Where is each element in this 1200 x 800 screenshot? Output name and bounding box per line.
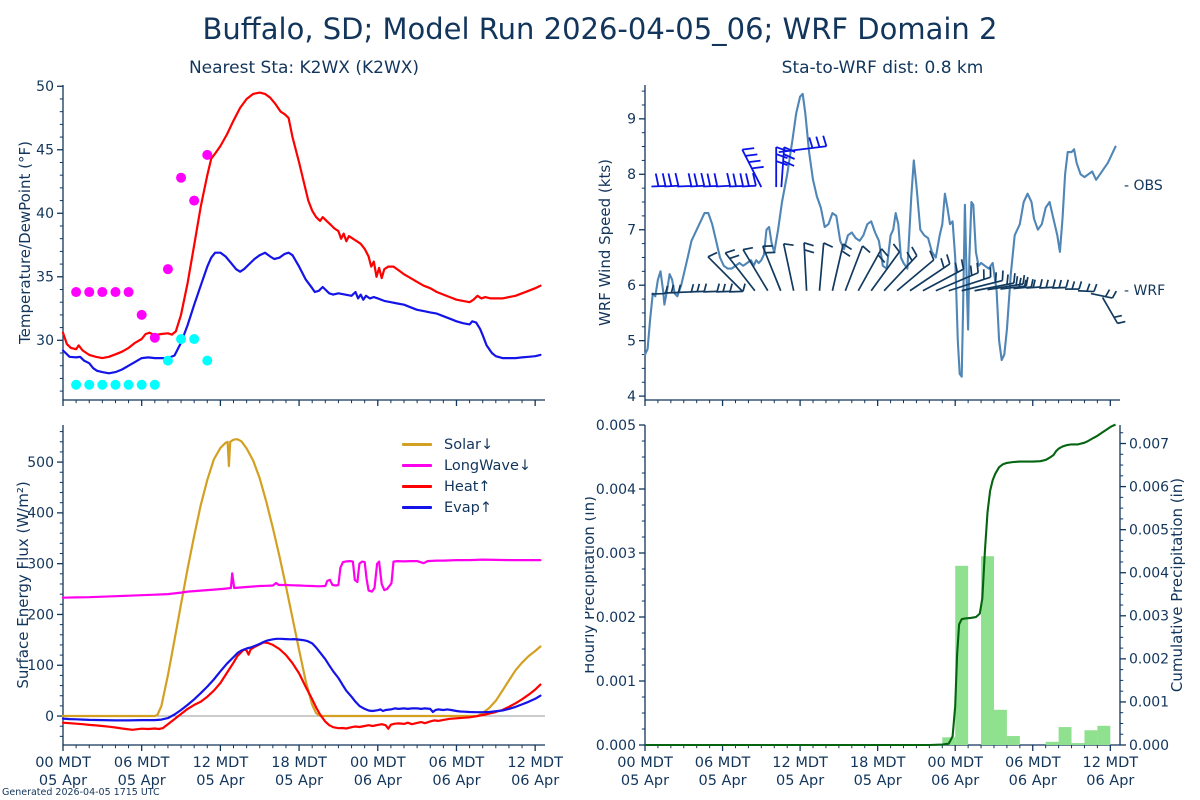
svg-text:Cumulative Precipitation (in): Cumulative Precipitation (in) <box>1168 478 1186 692</box>
svg-text:05 Apr: 05 Apr <box>275 773 323 789</box>
svg-text:100: 100 <box>27 658 54 674</box>
precipitation-chart: 0.000 0.001 0.002 0.003 0.004 0.005 0.000 0.001… <box>585 418 1186 789</box>
obs-barbs-label: - OBS <box>1124 178 1163 194</box>
svg-text:500: 500 <box>27 455 54 471</box>
svg-text:06 Apr: 06 Apr <box>1009 773 1057 789</box>
svg-text:0.002: 0.002 <box>596 610 636 626</box>
svg-text:18 MDT: 18 MDT <box>850 755 906 771</box>
svg-text:50: 50 <box>36 79 54 95</box>
svg-text:06 Apr: 06 Apr <box>432 773 480 789</box>
flux-legend: Solar↓ LongWave↓ Heat↑ Evap↑ <box>402 434 531 518</box>
surface-energy-flux-chart: 0 100 200 300 400 500 00 MDT 05 Apr 06 MDT 05 Apr… <box>14 425 563 789</box>
svg-text:0.004: 0.004 <box>1129 566 1169 582</box>
svg-text:0.004: 0.004 <box>596 482 636 498</box>
svg-text:05 Apr: 05 Apr <box>854 773 902 789</box>
svg-text:12 MDT: 12 MDT <box>772 755 828 771</box>
legend-item-evap: Evap↑ <box>402 497 531 518</box>
svg-text:06 Apr: 06 Apr <box>511 773 559 789</box>
svg-text:0.005: 0.005 <box>1129 522 1169 538</box>
legend-item-solar: Solar↓ <box>402 434 531 455</box>
legend-label-longwave: LongWave↓ <box>444 457 532 474</box>
svg-text:18 MDT: 18 MDT <box>271 755 327 771</box>
temperature-dewpoint-chart: 30 35 40 45 50 Temperature/DewPoint (°F) <box>16 79 545 406</box>
svg-text:40: 40 <box>36 206 54 222</box>
svg-text:0.001: 0.001 <box>596 674 636 690</box>
svg-text:12 MDT: 12 MDT <box>193 755 249 771</box>
svg-text:05 Apr: 05 Apr <box>118 773 166 789</box>
legend-item-heat: Heat↑ <box>402 476 531 497</box>
svg-text:30: 30 <box>36 333 54 349</box>
svg-text:0.003: 0.003 <box>596 546 636 562</box>
svg-text:4: 4 <box>627 389 636 405</box>
svg-text:05 Apr: 05 Apr <box>196 773 244 789</box>
svg-text:Surface Energy Flux (W/m²): Surface Energy Flux (W/m²) <box>14 481 32 688</box>
svg-text:0.005: 0.005 <box>596 418 636 434</box>
svg-text:45: 45 <box>36 143 54 159</box>
svg-text:05 Apr: 05 Apr <box>776 773 824 789</box>
svg-text:0.001: 0.001 <box>1129 695 1169 711</box>
solar-line-sample <box>402 443 432 446</box>
svg-text:00 MDT: 00 MDT <box>927 755 983 771</box>
svg-text:06 Apr: 06 Apr <box>1086 773 1134 789</box>
svg-text:06 MDT: 06 MDT <box>1005 755 1061 771</box>
station-distance-subtitle: Sta-to-WRF dist: 0.8 km <box>781 58 984 78</box>
svg-text:0.002: 0.002 <box>1129 652 1169 668</box>
page-title: Buffalo, SD; Model Run 2026-04-05_06; WR… <box>202 12 998 46</box>
svg-text:0: 0 <box>45 709 54 725</box>
svg-text:9: 9 <box>627 112 636 128</box>
evap-line-sample <box>402 506 432 509</box>
svg-text:200: 200 <box>27 607 54 623</box>
svg-text:0.006: 0.006 <box>1129 479 1169 495</box>
svg-text:0.003: 0.003 <box>1129 609 1169 625</box>
svg-text:05 Apr: 05 Apr <box>621 773 669 789</box>
svg-text:12 MDT: 12 MDT <box>1083 755 1139 771</box>
svg-text:Hourly Precipitation (in): Hourly Precipitation (in) <box>585 496 598 674</box>
svg-text:Temperature/DewPoint (°F): Temperature/DewPoint (°F) <box>16 141 34 345</box>
svg-text:35: 35 <box>36 270 54 286</box>
svg-text:7: 7 <box>627 223 636 239</box>
svg-text:05 Apr: 05 Apr <box>698 773 746 789</box>
heat-line-sample <box>402 485 432 488</box>
svg-text:06 Apr: 06 Apr <box>354 773 402 789</box>
svg-text:6: 6 <box>627 278 636 294</box>
svg-text:06 MDT: 06 MDT <box>114 755 170 771</box>
svg-text:06 MDT: 06 MDT <box>429 755 485 771</box>
svg-text:8: 8 <box>627 167 636 183</box>
legend-label-solar: Solar↓ <box>444 436 494 453</box>
svg-text:12 MDT: 12 MDT <box>507 755 563 771</box>
svg-text:400: 400 <box>27 506 54 522</box>
legend-label-evap: Evap↑ <box>444 499 492 516</box>
generated-timestamp: Generated 2026-04-05 1715 UTC <box>2 787 160 798</box>
nearest-station-subtitle: Nearest Sta: K2WX (K2WX) <box>188 58 420 78</box>
legend-label-heat: Heat↑ <box>444 478 491 495</box>
svg-text:00 MDT: 00 MDT <box>350 755 406 771</box>
svg-text:0.007: 0.007 <box>1129 436 1169 452</box>
svg-text:0.000: 0.000 <box>1129 738 1169 754</box>
svg-text:5: 5 <box>627 333 636 349</box>
svg-text:00 MDT: 00 MDT <box>617 755 673 771</box>
longwave-line-sample <box>402 464 432 467</box>
legend-item-longwave: LongWave↓ <box>402 455 531 476</box>
svg-text:300: 300 <box>27 556 54 572</box>
svg-text:0.000: 0.000 <box>596 738 636 754</box>
svg-text:00 MDT: 00 MDT <box>35 755 91 771</box>
svg-text:WRF Wind Speed (kts): WRF Wind Speed (kts) <box>596 159 614 326</box>
svg-text:06 Apr: 06 Apr <box>931 773 979 789</box>
wind-speed-barbs-chart: 4 5 6 7 8 9 WRF Wind Speed (kts) <box>596 85 1126 406</box>
wrf-barbs-label: - WRF <box>1124 283 1166 299</box>
svg-text:06 MDT: 06 MDT <box>695 755 751 771</box>
svg-text:05 Apr: 05 Apr <box>39 773 87 789</box>
